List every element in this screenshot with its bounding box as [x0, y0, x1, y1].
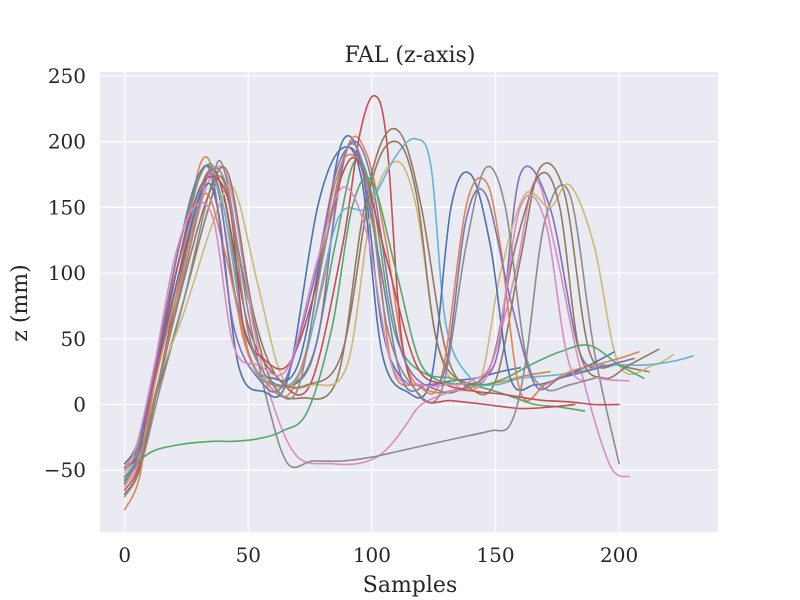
- y-tick-labels: −50 0 50 100 150 200 250: [44, 64, 86, 482]
- y-tick-label: 100: [48, 261, 86, 285]
- x-axis-label: Samples: [363, 573, 457, 598]
- y-tick-label: 200: [48, 130, 86, 154]
- series-line-18: [123, 142, 596, 481]
- series-line-4: [123, 94, 576, 491]
- y-tick-label: 250: [48, 64, 86, 88]
- series-line-6: [123, 127, 650, 469]
- series-line-13: [123, 176, 645, 485]
- x-tick-labels: 0 50 100 150 200: [118, 543, 638, 567]
- x-tick-label: 150: [476, 543, 514, 567]
- y-tick-label: 50: [61, 327, 86, 351]
- series-line-15: [123, 146, 635, 478]
- y-tick-label: 150: [48, 195, 86, 219]
- x-tick-label: 0: [118, 543, 131, 567]
- x-tick-label: 100: [353, 543, 391, 567]
- x-tick-label: 50: [236, 543, 261, 567]
- x-tick-label: 200: [600, 543, 638, 567]
- plot-background: [100, 72, 718, 532]
- chart-title: FAL (z-axis): [345, 43, 476, 68]
- series-line-17: [123, 186, 630, 471]
- y-tick-label: −50: [44, 458, 86, 482]
- series-layer: [123, 94, 695, 511]
- y-tick-label: 0: [73, 393, 86, 417]
- series-line-14: [123, 156, 620, 469]
- series-line-16: [123, 140, 660, 495]
- y-axis-label: z (mm): [8, 264, 33, 341]
